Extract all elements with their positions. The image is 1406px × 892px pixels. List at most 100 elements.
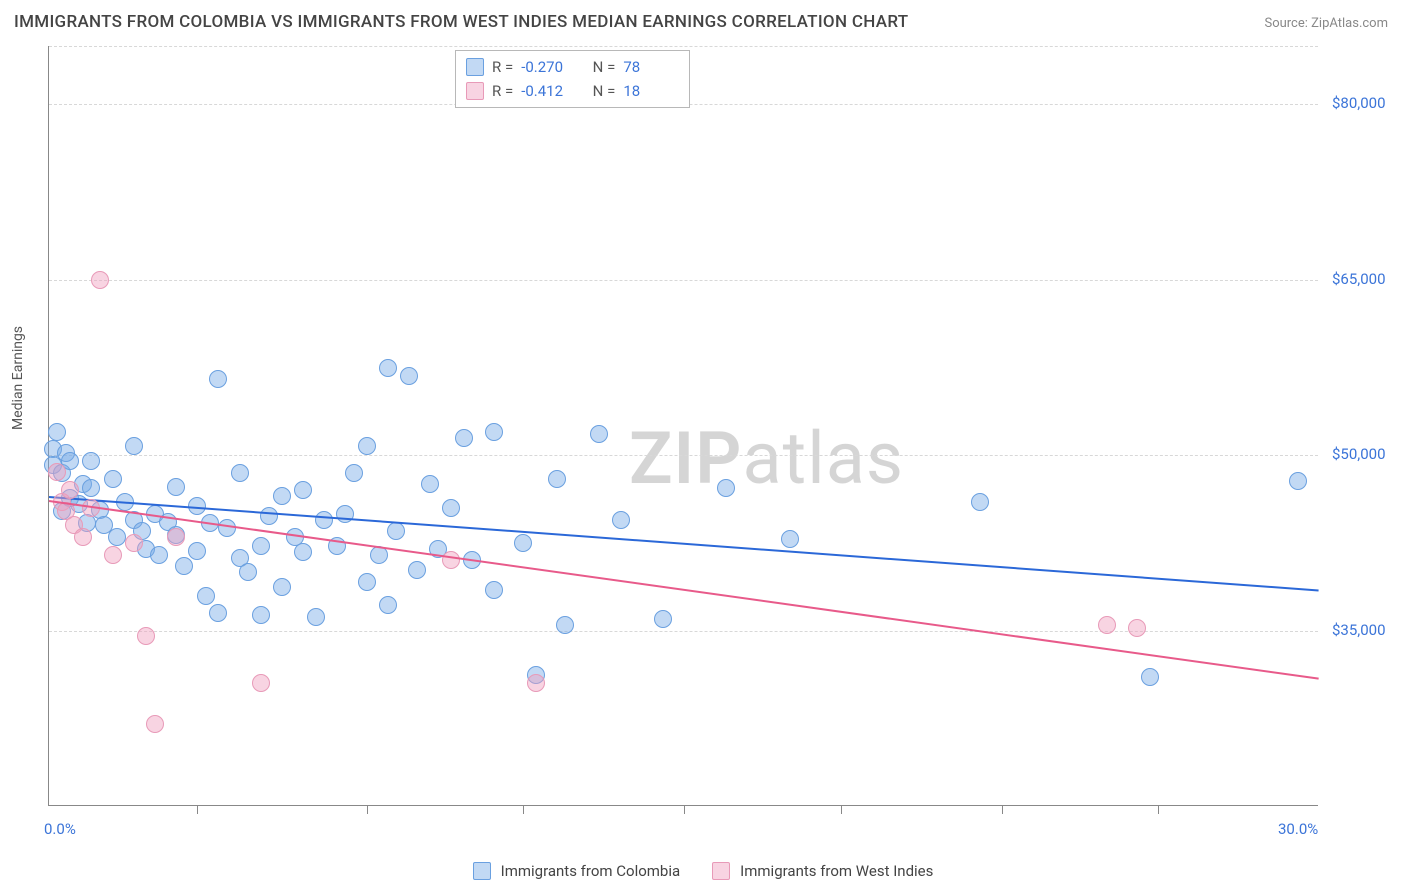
stats-n-label: N = bbox=[585, 82, 615, 100]
stats-swatch-icon bbox=[466, 82, 484, 100]
x-axis-min-label: 0.0% bbox=[44, 820, 76, 838]
data-point bbox=[146, 715, 164, 733]
x-tick bbox=[523, 805, 524, 814]
legend-label: Immigrants from West Indies bbox=[740, 862, 933, 880]
data-point bbox=[781, 530, 799, 548]
data-point bbox=[548, 470, 566, 488]
stats-r-value: -0.412 bbox=[521, 82, 577, 100]
gridline bbox=[49, 455, 1318, 456]
stats-r-label: R = bbox=[492, 58, 513, 76]
data-point bbox=[82, 479, 100, 497]
y-tick-label: $65,000 bbox=[1332, 270, 1386, 288]
stats-r-label: R = bbox=[492, 82, 513, 100]
data-point bbox=[125, 534, 143, 552]
data-point bbox=[137, 627, 155, 645]
data-point bbox=[252, 606, 270, 624]
data-point bbox=[294, 543, 312, 561]
data-point bbox=[294, 481, 312, 499]
data-point bbox=[400, 367, 418, 385]
gridline bbox=[49, 280, 1318, 281]
data-point bbox=[421, 475, 439, 493]
data-point bbox=[167, 478, 185, 496]
data-point bbox=[590, 425, 608, 443]
data-point bbox=[104, 470, 122, 488]
stats-r-value: -0.270 bbox=[521, 58, 577, 76]
data-point bbox=[379, 359, 397, 377]
data-point bbox=[125, 437, 143, 455]
data-point bbox=[971, 493, 989, 511]
legend-swatch-icon bbox=[473, 862, 491, 880]
data-point bbox=[252, 674, 270, 692]
data-point bbox=[654, 610, 672, 628]
data-point bbox=[442, 499, 460, 517]
stats-n-label: N = bbox=[585, 58, 615, 76]
watermark-rest: atlas bbox=[742, 416, 904, 501]
data-point bbox=[527, 674, 545, 692]
x-tick bbox=[684, 805, 685, 814]
y-tick-label: $50,000 bbox=[1332, 445, 1386, 463]
data-point bbox=[455, 429, 473, 447]
legend-swatch-icon bbox=[712, 862, 730, 880]
data-point bbox=[231, 464, 249, 482]
data-point bbox=[273, 487, 291, 505]
data-point bbox=[48, 463, 66, 481]
data-point bbox=[1128, 619, 1146, 637]
data-point bbox=[74, 528, 92, 546]
data-point bbox=[209, 604, 227, 622]
data-point bbox=[82, 452, 100, 470]
stats-swatch-icon bbox=[466, 58, 484, 76]
data-point bbox=[252, 537, 270, 555]
data-point bbox=[1141, 668, 1159, 686]
x-tick bbox=[1158, 805, 1159, 814]
data-point bbox=[108, 528, 126, 546]
stats-n-value: 18 bbox=[623, 82, 679, 100]
legend-item-colombia: Immigrants from Colombia bbox=[473, 862, 681, 880]
legend-item-westindies: Immigrants from West Indies bbox=[712, 862, 933, 880]
scatter-plot-area: ZIPatlas bbox=[48, 46, 1318, 806]
data-point bbox=[408, 561, 426, 579]
x-axis-max-label: 30.0% bbox=[1278, 820, 1318, 838]
gridline bbox=[49, 46, 1318, 47]
data-point bbox=[485, 581, 503, 599]
data-point bbox=[150, 546, 168, 564]
legend-label: Immigrants from Colombia bbox=[501, 862, 681, 880]
source-attribution: Source: ZipAtlas.com bbox=[1264, 16, 1388, 31]
data-point bbox=[717, 479, 735, 497]
data-point bbox=[345, 464, 363, 482]
stats-n-value: 78 bbox=[623, 58, 679, 76]
data-point bbox=[197, 587, 215, 605]
stats-row: R = -0.270 N = 78 bbox=[466, 55, 679, 79]
trend-line bbox=[49, 500, 1319, 680]
data-point bbox=[188, 542, 206, 560]
trend-line bbox=[49, 496, 1319, 592]
correlation-stats-box: R = -0.270 N = 78R = -0.412 N = 18 bbox=[455, 50, 690, 108]
data-point bbox=[556, 616, 574, 634]
data-point bbox=[514, 534, 532, 552]
stats-row: R = -0.412 N = 18 bbox=[466, 79, 679, 103]
data-point bbox=[104, 546, 122, 564]
x-tick bbox=[1002, 805, 1003, 814]
data-point bbox=[485, 423, 503, 441]
data-point bbox=[379, 596, 397, 614]
legend: Immigrants from Colombia Immigrants from… bbox=[0, 862, 1406, 880]
data-point bbox=[167, 528, 185, 546]
chart-title: IMMIGRANTS FROM COLOMBIA VS IMMIGRANTS F… bbox=[14, 12, 908, 32]
data-point bbox=[61, 481, 79, 499]
x-tick bbox=[841, 805, 842, 814]
data-point bbox=[239, 563, 257, 581]
y-tick-label: $80,000 bbox=[1332, 94, 1386, 112]
data-point bbox=[260, 507, 278, 525]
data-point bbox=[612, 511, 630, 529]
x-tick bbox=[367, 805, 368, 814]
data-point bbox=[387, 522, 405, 540]
data-point bbox=[358, 573, 376, 591]
x-tick bbox=[197, 805, 198, 814]
data-point bbox=[175, 557, 193, 575]
data-point bbox=[1289, 472, 1307, 490]
data-point bbox=[442, 551, 460, 569]
data-point bbox=[1098, 616, 1116, 634]
data-point bbox=[91, 271, 109, 289]
watermark: ZIPatlas bbox=[629, 416, 904, 501]
data-point bbox=[209, 370, 227, 388]
data-point bbox=[273, 578, 291, 596]
